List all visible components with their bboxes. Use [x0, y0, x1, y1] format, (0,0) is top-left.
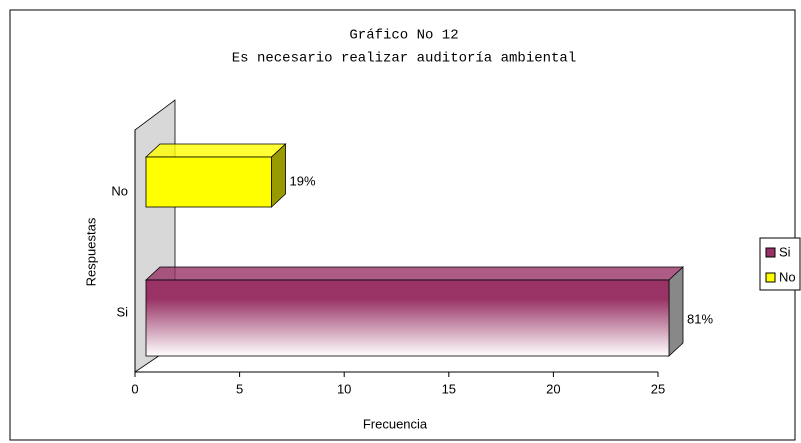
- bar-front: [145, 279, 670, 357]
- y-axis-label: Respuestas: [83, 217, 98, 286]
- x-tick-label: 0: [131, 381, 138, 396]
- chart-subtitle: Es necesario realizar auditoría ambienta…: [232, 51, 576, 67]
- y-tick-label: No: [111, 183, 128, 198]
- x-tick-label: 20: [546, 381, 560, 396]
- x-axis-label: Frecuencia: [363, 416, 428, 431]
- x-tick-label: 15: [442, 381, 456, 396]
- legend-swatch: [765, 247, 776, 258]
- legend-label: No: [779, 269, 796, 284]
- x-tick-label: 25: [651, 381, 665, 396]
- chart-title: Gráfico No 12: [349, 28, 458, 44]
- legend-label: Si: [779, 244, 791, 259]
- x-tick-label: 10: [337, 381, 351, 396]
- bar: [144, 266, 685, 357]
- data-label: 19%: [290, 173, 316, 188]
- bar-top: [144, 266, 685, 281]
- bar: [144, 143, 287, 208]
- bar-top: [144, 143, 287, 158]
- bar-front: [145, 156, 272, 208]
- x-tick-label: 5: [236, 381, 243, 396]
- legend-swatch: [765, 272, 776, 283]
- data-label: 81%: [687, 311, 713, 326]
- y-tick-label: Si: [116, 304, 128, 319]
- bar-side: [668, 266, 684, 357]
- chart-border: [9, 9, 796, 441]
